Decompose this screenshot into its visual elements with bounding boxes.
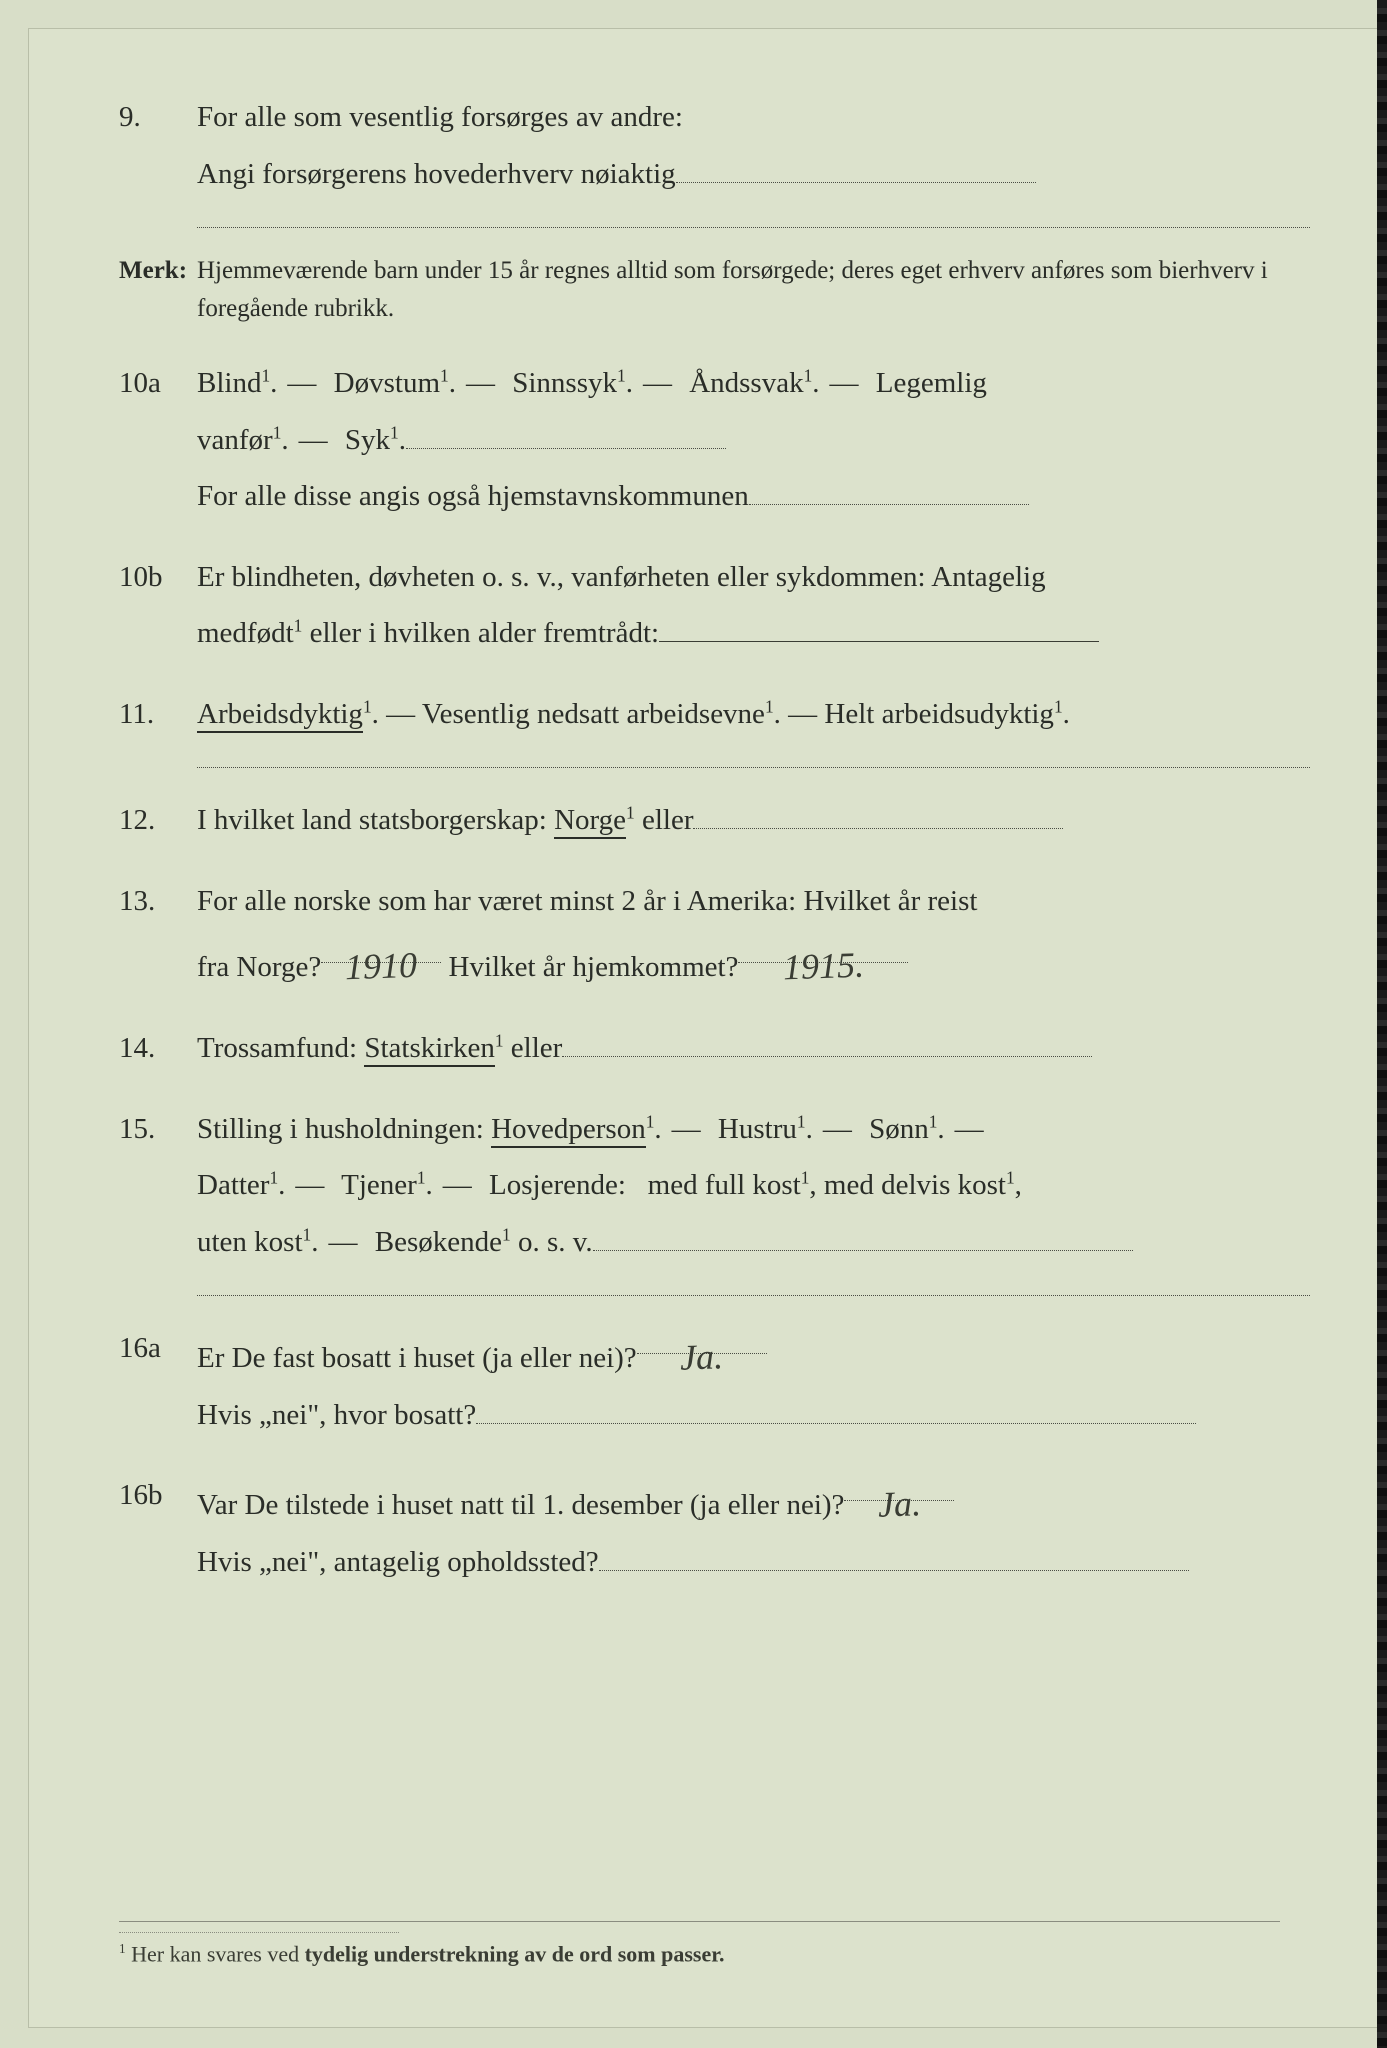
q14-selected: Statskirken: [364, 1032, 495, 1067]
blank-line: [749, 472, 1029, 505]
q15-selected: Hovedperson: [491, 1113, 646, 1148]
q16a-answer: Ja.: [637, 1320, 767, 1353]
divider: [197, 226, 1310, 228]
q16a-content: Er De fast bosatt i huset (ja eller nei)…: [197, 1320, 1310, 1443]
blank-line: [693, 796, 1063, 829]
q15-number: 15.: [119, 1101, 197, 1271]
divider: [197, 766, 1310, 768]
q16b-line2: Hvis „nei", antagelig opholdssted?: [197, 1534, 1310, 1591]
question-15: 15. Stilling i husholdningen: Hovedperso…: [119, 1101, 1310, 1271]
footnote-rule: [119, 1932, 399, 1933]
question-16b: 16b Var De tilstede i huset natt til 1. …: [119, 1467, 1310, 1590]
q16a-line2: Hvis „nei", hvor bosatt?: [197, 1387, 1310, 1444]
q12-number: 12.: [119, 792, 197, 849]
q9-line2: Angi forsørgerens hovederhverv nøiaktig: [197, 146, 1310, 203]
q16b-number: 16b: [119, 1467, 197, 1590]
blank-line: [476, 1390, 1196, 1423]
footnote-marker: 1: [119, 1941, 126, 1956]
scan-edge-artifact: [1377, 0, 1387, 2048]
q13-answer2: 1915.: [738, 929, 908, 962]
q9-line1: For alle som vesentlig forsørges av andr…: [197, 89, 1310, 146]
blank-line: [599, 1538, 1189, 1571]
q11-selected: Arbeidsdyktig: [197, 698, 363, 733]
question-13: 13. For alle norske som har været minst …: [119, 873, 1310, 996]
q13-answer1: 1910: [321, 929, 441, 962]
q15-line2: Datter1.— Tjener1.— Losjerende: med full…: [197, 1157, 1310, 1214]
q12-content: I hvilket land statsborgerskap: Norge1 e…: [197, 792, 1310, 849]
q10a-line3: For alle disse angis også hjemstavnskomm…: [197, 468, 1310, 525]
q10a-line1: Blind1.— Døvstum1.— Sinnssyk1.— Åndssvak…: [197, 355, 1310, 412]
q10b-line2: medfødt1 eller i hvilken alder fremtrådt…: [197, 605, 1310, 662]
q9-content: For alle som vesentlig forsørges av andr…: [197, 89, 1310, 202]
q13-number: 13.: [119, 873, 197, 996]
q11-number: 11.: [119, 686, 197, 743]
blank-line: [676, 149, 1036, 182]
q13-content: For alle norske som har været minst 2 år…: [197, 873, 1310, 996]
q10a-number: 10a: [119, 355, 197, 525]
blank-line: [562, 1024, 1092, 1057]
blank-line: [406, 415, 726, 448]
question-14: 14. Trossamfund: Statskirken1 eller: [119, 1020, 1310, 1077]
q10a-content: Blind1.— Døvstum1.— Sinnssyk1.— Åndssvak…: [197, 355, 1310, 525]
question-12: 12. I hvilket land statsborgerskap: Norg…: [119, 792, 1310, 849]
q15-line1: Stilling i husholdningen: Hovedperson1.—…: [197, 1101, 1310, 1158]
q9-number: 9.: [119, 89, 197, 202]
footnote: 1 Her kan svares ved tydelig understrekn…: [119, 1921, 1280, 1967]
blank-line: [593, 1217, 1133, 1250]
q15-line3: uten kost1.— Besøkende1 o. s. v.: [197, 1214, 1310, 1271]
q12-selected: Norge: [554, 804, 626, 839]
q16a-line1: Er De fast bosatt i huset (ja eller nei)…: [197, 1320, 1310, 1387]
q14-content: Trossamfund: Statskirken1 eller: [197, 1020, 1310, 1077]
question-10b: 10b Er blindheten, døvheten o. s. v., va…: [119, 549, 1310, 662]
question-16a: 16a Er De fast bosatt i huset (ja eller …: [119, 1320, 1310, 1443]
merk-note: Merk: Hjemmeværende barn under 15 år reg…: [119, 252, 1310, 327]
question-11: 11. Arbeidsdyktig1. — Vesentlig nedsatt …: [119, 686, 1310, 743]
q11-content: Arbeidsdyktig1. — Vesentlig nedsatt arbe…: [197, 686, 1310, 743]
q16b-line1: Var De tilstede i huset natt til 1. dese…: [197, 1467, 1310, 1534]
q10a-line2: vanfør1.— Syk1.: [197, 412, 1310, 469]
q10b-line1: Er blindheten, døvheten o. s. v., vanfør…: [197, 549, 1310, 606]
q10b-number: 10b: [119, 549, 197, 662]
blank-line: [659, 641, 1099, 642]
q13-line2: fra Norge?1910 Hvilket år hjemkommet?191…: [197, 929, 1310, 996]
q14-number: 14.: [119, 1020, 197, 1077]
merk-text: Hjemmeværende barn under 15 år regnes al…: [197, 252, 1310, 327]
q16b-answer: Ja.: [844, 1467, 954, 1500]
q16b-content: Var De tilstede i huset natt til 1. dese…: [197, 1467, 1310, 1590]
question-9: 9. For alle som vesentlig forsørges av a…: [119, 89, 1310, 202]
divider: [197, 1294, 1310, 1296]
question-10a: 10a Blind1.— Døvstum1.— Sinnssyk1.— Ånds…: [119, 355, 1310, 525]
form-page: 9. For alle som vesentlig forsørges av a…: [28, 28, 1381, 2028]
q10b-content: Er blindheten, døvheten o. s. v., vanfør…: [197, 549, 1310, 662]
q13-line1: For alle norske som har været minst 2 år…: [197, 873, 1310, 930]
q16a-number: 16a: [119, 1320, 197, 1443]
q15-content: Stilling i husholdningen: Hovedperson1.—…: [197, 1101, 1310, 1271]
merk-label: Merk:: [119, 252, 197, 327]
